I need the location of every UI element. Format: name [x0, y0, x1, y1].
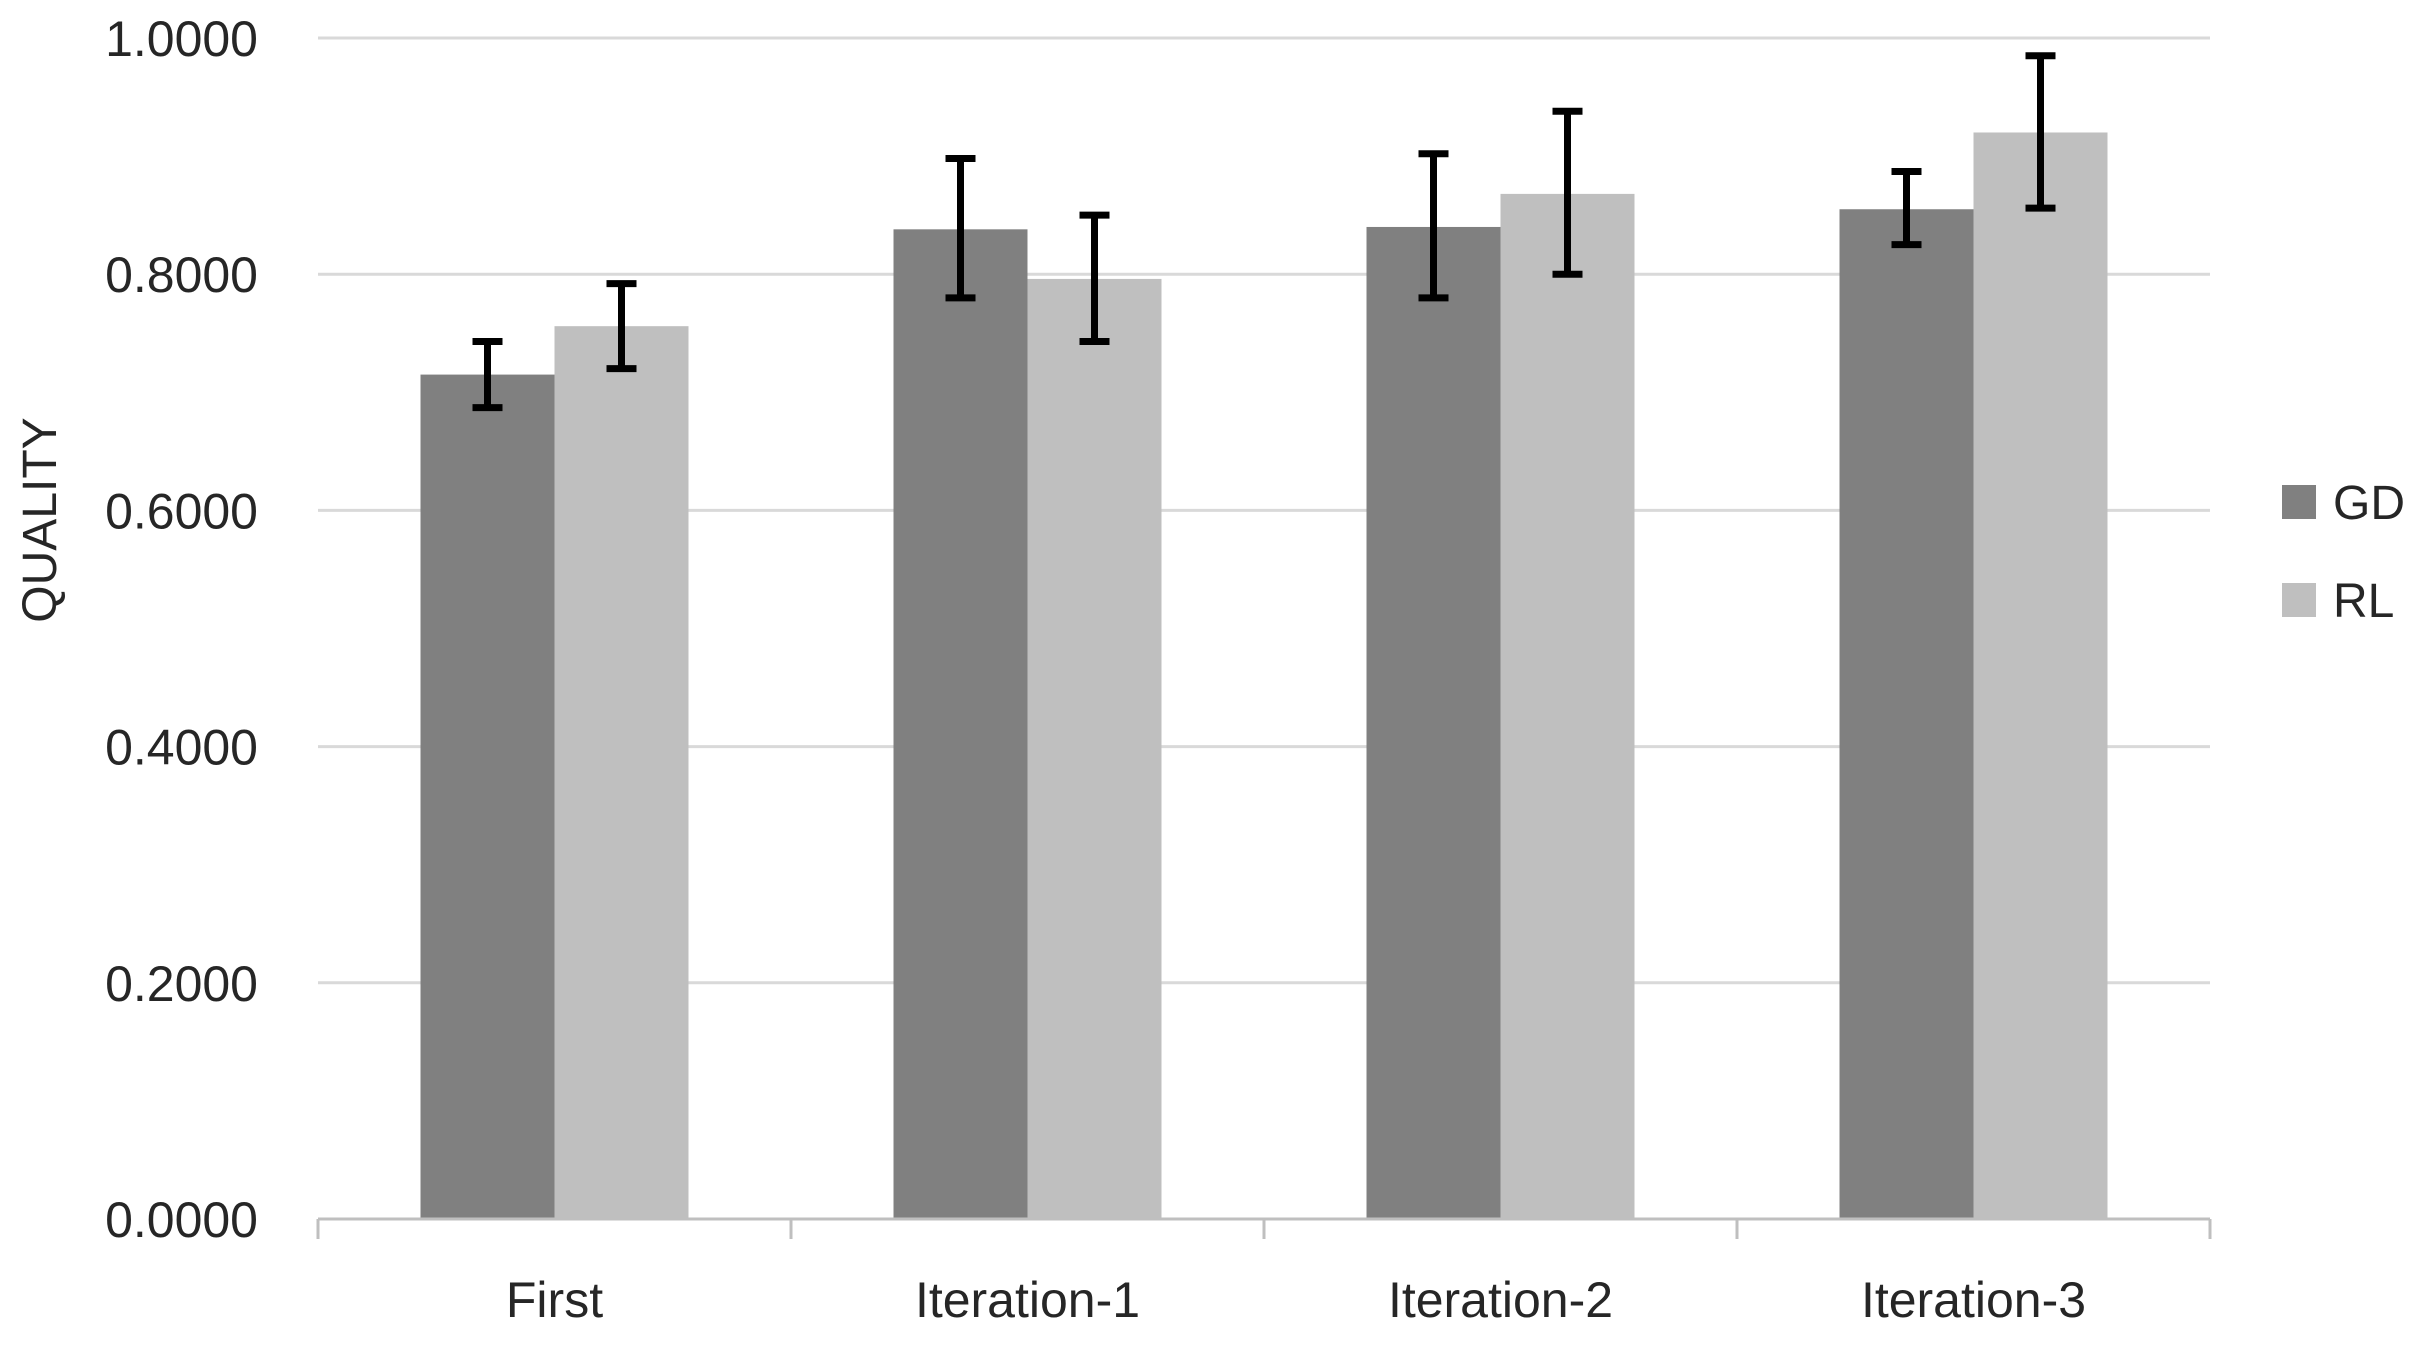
error-bars: [472, 52, 2056, 412]
legend-item-gd: GD: [2282, 477, 2405, 530]
x-category-label: Iteration-1: [915, 1272, 1140, 1328]
x-category-label: Iteration-3: [1861, 1272, 2086, 1328]
y-tick-label: 0.8000: [105, 247, 258, 303]
bar-rl: [1973, 132, 2108, 1220]
y-tick-label: 0.6000: [105, 483, 258, 539]
y-tick-label: 1.0000: [105, 11, 258, 67]
x-category-label: Iteration-2: [1388, 1272, 1613, 1328]
bar-gd: [1839, 209, 1974, 1219]
bar-rl: [1500, 193, 1635, 1220]
bar-rl: [1027, 278, 1162, 1219]
bar-rl: [554, 326, 689, 1219]
error-bar: [606, 280, 637, 373]
x-axis: [316, 1217, 2212, 1239]
y-axis-ticks: 0.0000 0.2000 0.4000 0.6000 0.8000 1.0000: [105, 11, 258, 1248]
error-bar: [1552, 107, 1583, 278]
bar-gd: [420, 374, 555, 1220]
legend-label: GD: [2333, 477, 2405, 530]
legend-swatch: [2282, 583, 2316, 617]
error-bar: [2025, 52, 2056, 212]
x-category-label: First: [506, 1272, 603, 1328]
error-bar: [1079, 211, 1110, 346]
error-bar: [472, 338, 503, 412]
y-tick-label: 0.4000: [105, 720, 258, 776]
x-axis-labels: First Iteration-1 Iteration-2 Iteration-3: [506, 1272, 2086, 1328]
y-axis-title: QUALITY: [14, 417, 67, 622]
legend-label: RL: [2333, 575, 2394, 628]
error-bar: [1891, 167, 1922, 249]
error-bar: [1418, 150, 1449, 302]
legend: GD RL: [2282, 477, 2405, 628]
bar-gd: [1366, 226, 1501, 1219]
y-tick-label: 0.0000: [105, 1192, 258, 1248]
bar-gd: [893, 229, 1028, 1219]
y-tick-label: 0.2000: [105, 956, 258, 1012]
legend-swatch: [2282, 485, 2316, 519]
error-bar: [945, 154, 976, 302]
bars: [420, 132, 2108, 1220]
legend-item-rl: RL: [2282, 575, 2394, 628]
